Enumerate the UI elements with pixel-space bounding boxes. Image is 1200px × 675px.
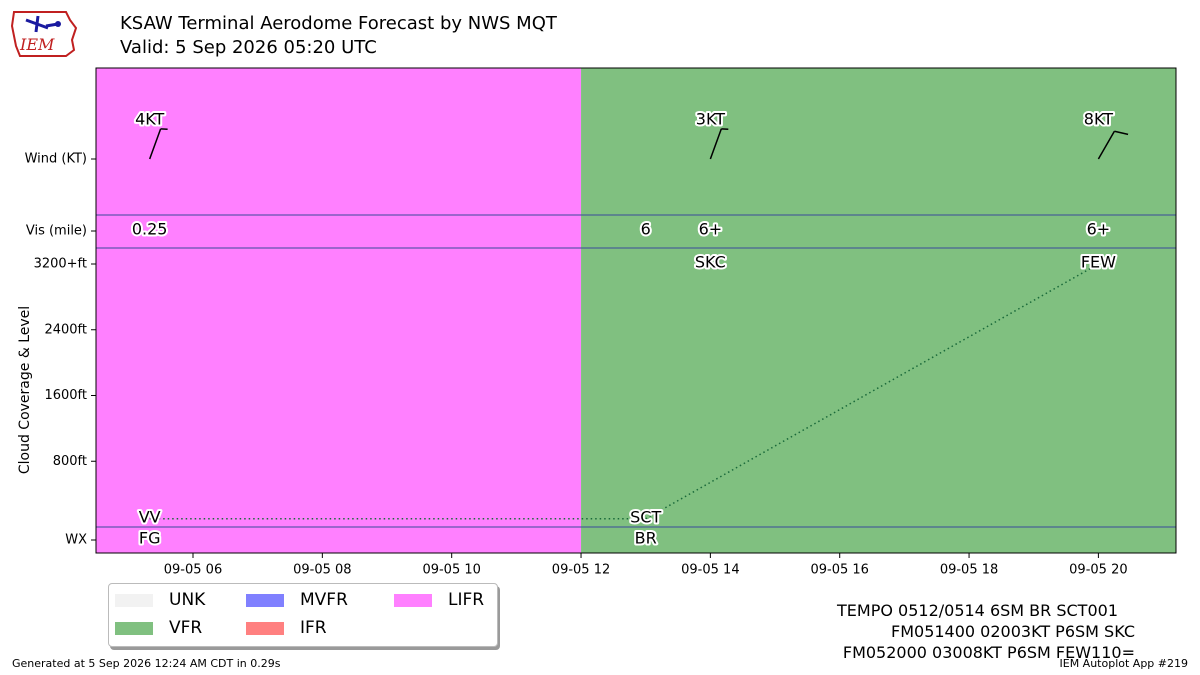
x-tick-label: 09-05 08 <box>293 563 351 578</box>
x-tick-label: 09-05 16 <box>810 563 868 578</box>
sky-cover-label: VV <box>139 507 161 526</box>
legend-label-mvfr: MVFR <box>300 590 348 610</box>
sky-cover-label: SCT <box>630 507 661 526</box>
legend-swatch-lifr <box>394 593 432 607</box>
x-tick-label: 09-05 12 <box>552 563 610 578</box>
legend-item-ifr: IFR <box>246 618 327 638</box>
legend-swatch-mvfr <box>246 593 284 607</box>
weather-label: BR <box>635 529 657 548</box>
taf-text-block: TEMPO 0512/0514 6SM BR SCT001 FM051400 0… <box>780 600 1180 663</box>
category-band-vfr <box>581 68 1176 553</box>
wind-speed-label: 8KT <box>1084 110 1113 129</box>
legend-label-ifr: IFR <box>300 618 327 638</box>
category-band-lifr <box>96 68 582 553</box>
chart-title: KSAW Terminal Aerodome Forecast by NWS M… <box>120 13 557 34</box>
wind-speed-label: 4KT <box>135 110 164 129</box>
y-tick-label: WX <box>65 533 87 548</box>
y-tick-label: 3200+ft <box>34 257 87 272</box>
wind-barb-staff <box>1097 130 1116 160</box>
legend-item-unk: UNK <box>115 590 205 610</box>
y-tick-label: 1600ft <box>44 388 87 403</box>
visibility-label: 6 <box>641 220 651 239</box>
y-tick-label: Wind (KT) <box>25 152 87 167</box>
app-credit: IEM Autoplot App #219 <box>1059 657 1189 670</box>
legend: UNK VFR MVFR IFR LIFR <box>108 583 498 647</box>
visibility-label: 6+ <box>699 220 723 239</box>
legend-item-mvfr: MVFR <box>246 590 348 610</box>
x-tick-label: 09-05 20 <box>1069 563 1127 578</box>
y-tick-label: Vis (mile) <box>26 224 87 239</box>
y-tick-label: 800ft <box>53 454 87 469</box>
x-tick-label: 09-05 06 <box>164 563 222 578</box>
sky-cover-label: SKC <box>695 253 726 272</box>
chart-subtitle: Valid: 5 Sep 2026 05:20 UTC <box>120 37 377 58</box>
taf-line: FM051400 02003KT P6SM SKC <box>891 622 1135 641</box>
visibility-label: 0.25 <box>132 220 168 239</box>
visibility-label: 6+ <box>1087 220 1111 239</box>
legend-item-lifr: LIFR <box>394 590 484 610</box>
wind-barb-staff <box>709 128 723 160</box>
legend-label-vfr: VFR <box>169 618 203 638</box>
legend-item-vfr: VFR <box>115 618 202 638</box>
x-tick-label: 09-05 18 <box>940 563 998 578</box>
legend-swatch-vfr <box>115 621 153 635</box>
legend-swatch-unk <box>115 593 153 607</box>
y-tick-label: 2400ft <box>44 322 87 337</box>
sky-cover-label: FEW <box>1081 253 1116 272</box>
x-tick-label: 09-05 14 <box>681 563 739 578</box>
y-axis-label: Cloud Coverage & Level <box>17 306 33 474</box>
cloud-level-line <box>645 263 1099 520</box>
wind-barb-staff <box>148 128 162 160</box>
legend-swatch-ifr <box>246 621 284 635</box>
x-tick-label: 09-05 10 <box>422 563 480 578</box>
legend-label-lifr: LIFR <box>448 590 485 610</box>
taf-line: FM052000 03008KT P6SM FEW110= <box>842 643 1135 662</box>
generated-timestamp: Generated at 5 Sep 2026 12:24 AM CDT in … <box>12 657 281 670</box>
iem-logo: IEM <box>8 6 80 62</box>
taf-line: TEMPO 0512/0514 6SM BR SCT001 <box>837 601 1118 620</box>
wind-speed-label: 3KT <box>696 110 725 129</box>
svg-text:IEM: IEM <box>19 35 55 54</box>
legend-label-unk: UNK <box>169 590 206 610</box>
weather-label: FG <box>139 529 161 548</box>
wind-barb-flag <box>1114 130 1129 136</box>
